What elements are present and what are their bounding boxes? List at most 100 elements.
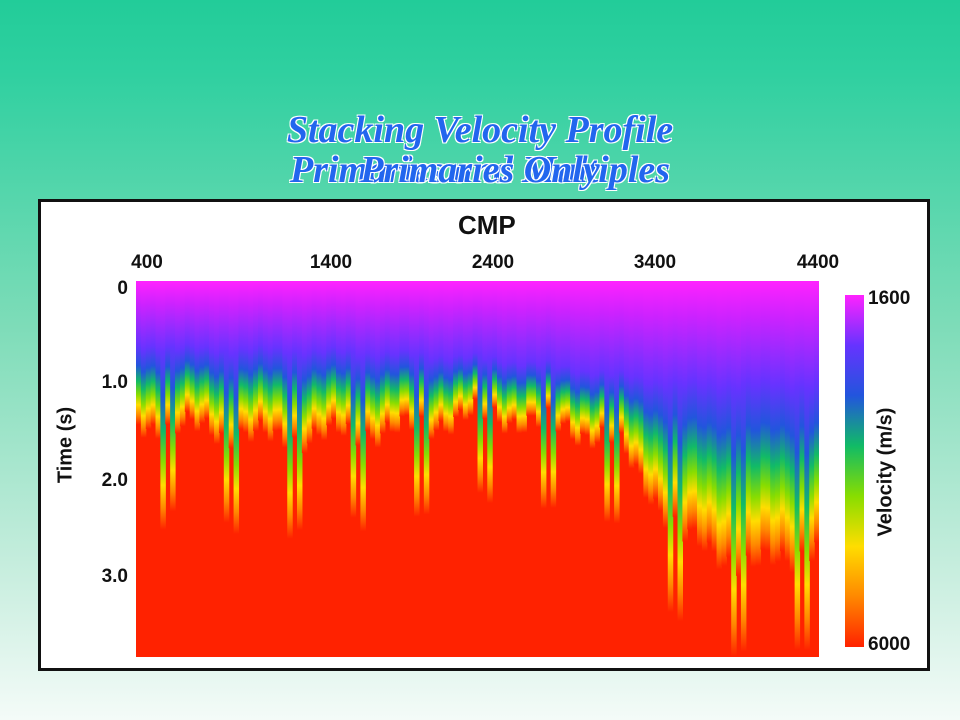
heatmap-column bbox=[140, 281, 147, 438]
heatmap-column bbox=[501, 281, 508, 434]
velocity-heatmap bbox=[136, 281, 819, 657]
heatmap-column bbox=[457, 281, 464, 411]
heatmap-column bbox=[399, 281, 405, 417]
heatmap-column bbox=[301, 281, 308, 454]
heatmap-column bbox=[389, 281, 396, 432]
heatmap-column bbox=[526, 281, 532, 416]
heatmap-column bbox=[599, 281, 605, 428]
heatmap-column bbox=[336, 281, 342, 433]
heatmap-column bbox=[770, 281, 776, 566]
heatmap-column bbox=[701, 281, 708, 552]
heatmap-column bbox=[414, 281, 420, 517]
heatmap-column bbox=[511, 281, 518, 420]
heatmap-column bbox=[789, 281, 796, 573]
heatmap-column bbox=[287, 281, 293, 539]
heatmap-column bbox=[521, 281, 527, 433]
heatmap-column bbox=[311, 281, 318, 429]
x-tick-label: 2400 bbox=[471, 252, 515, 273]
heatmap-column bbox=[194, 281, 201, 432]
heatmap-column bbox=[209, 281, 215, 436]
heatmap-column bbox=[272, 281, 279, 431]
heatmap-column bbox=[589, 281, 596, 449]
heatmap-column bbox=[638, 281, 644, 474]
heatmap-column bbox=[672, 281, 679, 517]
heatmap-column bbox=[453, 281, 459, 417]
heatmap-column bbox=[531, 281, 537, 416]
y-tick-label: 2.0 bbox=[101, 470, 128, 491]
heatmap-column bbox=[170, 281, 176, 512]
heatmap-column bbox=[331, 281, 337, 419]
heatmap-column bbox=[262, 281, 269, 433]
heatmap-column bbox=[697, 281, 703, 547]
heatmap-column bbox=[384, 281, 391, 423]
heatmap-column bbox=[653, 281, 659, 499]
heatmap-column bbox=[145, 281, 152, 429]
x-tick-label: 1400 bbox=[309, 252, 353, 273]
heatmap-column bbox=[409, 281, 415, 430]
x-tick-label: 3400 bbox=[633, 252, 677, 273]
heatmap-column bbox=[618, 281, 625, 433]
y-tick-label: 1.0 bbox=[101, 372, 128, 393]
heatmap-column bbox=[575, 281, 581, 446]
heatmap-column bbox=[692, 281, 698, 529]
heatmap-column bbox=[750, 281, 757, 567]
heatmap-column bbox=[155, 281, 161, 439]
heatmap-column bbox=[628, 281, 635, 469]
heatmap-column bbox=[740, 281, 747, 652]
heatmap-column bbox=[160, 281, 166, 530]
heatmap-column bbox=[579, 281, 586, 434]
heatmap-column bbox=[594, 281, 601, 443]
heatmap-column bbox=[365, 281, 371, 431]
heatmap-column bbox=[492, 281, 498, 408]
heatmap-column bbox=[643, 281, 649, 498]
heatmap-column bbox=[609, 281, 615, 443]
heatmap-column bbox=[204, 281, 210, 419]
heatmap-column bbox=[326, 281, 332, 426]
heatmap-column bbox=[257, 281, 264, 421]
heatmap-column bbox=[345, 281, 352, 424]
heatmap-column bbox=[340, 281, 347, 436]
heatmap-column bbox=[667, 281, 674, 613]
heatmap-column bbox=[487, 281, 493, 504]
heatmap-column bbox=[760, 281, 766, 550]
heatmap-column bbox=[248, 281, 254, 442]
heatmap-column bbox=[238, 281, 244, 430]
heatmap-column bbox=[731, 281, 737, 657]
heatmap-column bbox=[404, 281, 410, 416]
velocity-colorbar bbox=[845, 295, 864, 647]
heatmap-column bbox=[267, 281, 274, 442]
y-axis-label: Time (s) bbox=[54, 406, 77, 484]
heatmap-column bbox=[550, 281, 557, 508]
heatmap-column bbox=[545, 281, 552, 408]
heatmap-column bbox=[755, 281, 762, 566]
heatmap-column bbox=[223, 281, 230, 523]
heatmap-column bbox=[306, 281, 313, 444]
heatmap-column bbox=[540, 281, 547, 509]
heatmap-column bbox=[467, 281, 474, 416]
heatmap-column bbox=[516, 281, 523, 434]
heatmap-column bbox=[779, 281, 786, 552]
heatmap-column bbox=[711, 281, 718, 552]
heatmap-column bbox=[565, 281, 571, 422]
heatmap-column bbox=[355, 281, 362, 446]
heatmap-column bbox=[814, 281, 819, 543]
heatmap-column bbox=[423, 281, 430, 515]
heatmap-column bbox=[555, 281, 562, 432]
heatmap-column bbox=[804, 281, 810, 651]
heatmap-column bbox=[497, 281, 503, 423]
heatmap-column bbox=[296, 281, 303, 531]
heatmap-column bbox=[658, 281, 664, 511]
heatmap-column bbox=[736, 281, 742, 576]
heatmap-column bbox=[799, 281, 805, 552]
heatmap-column bbox=[677, 281, 683, 622]
heatmap-column bbox=[809, 281, 815, 562]
heatmap-column bbox=[721, 281, 727, 566]
heatmap-column bbox=[775, 281, 781, 562]
chart-title: Stacking Velocity Profile bbox=[286, 109, 674, 151]
heatmap-column bbox=[462, 281, 469, 421]
heatmap-column bbox=[321, 281, 327, 441]
heatmap-column bbox=[253, 281, 259, 432]
heatmap-column bbox=[277, 281, 283, 431]
y-tick-label: 3.0 bbox=[101, 566, 128, 587]
heatmap-column bbox=[648, 281, 654, 505]
